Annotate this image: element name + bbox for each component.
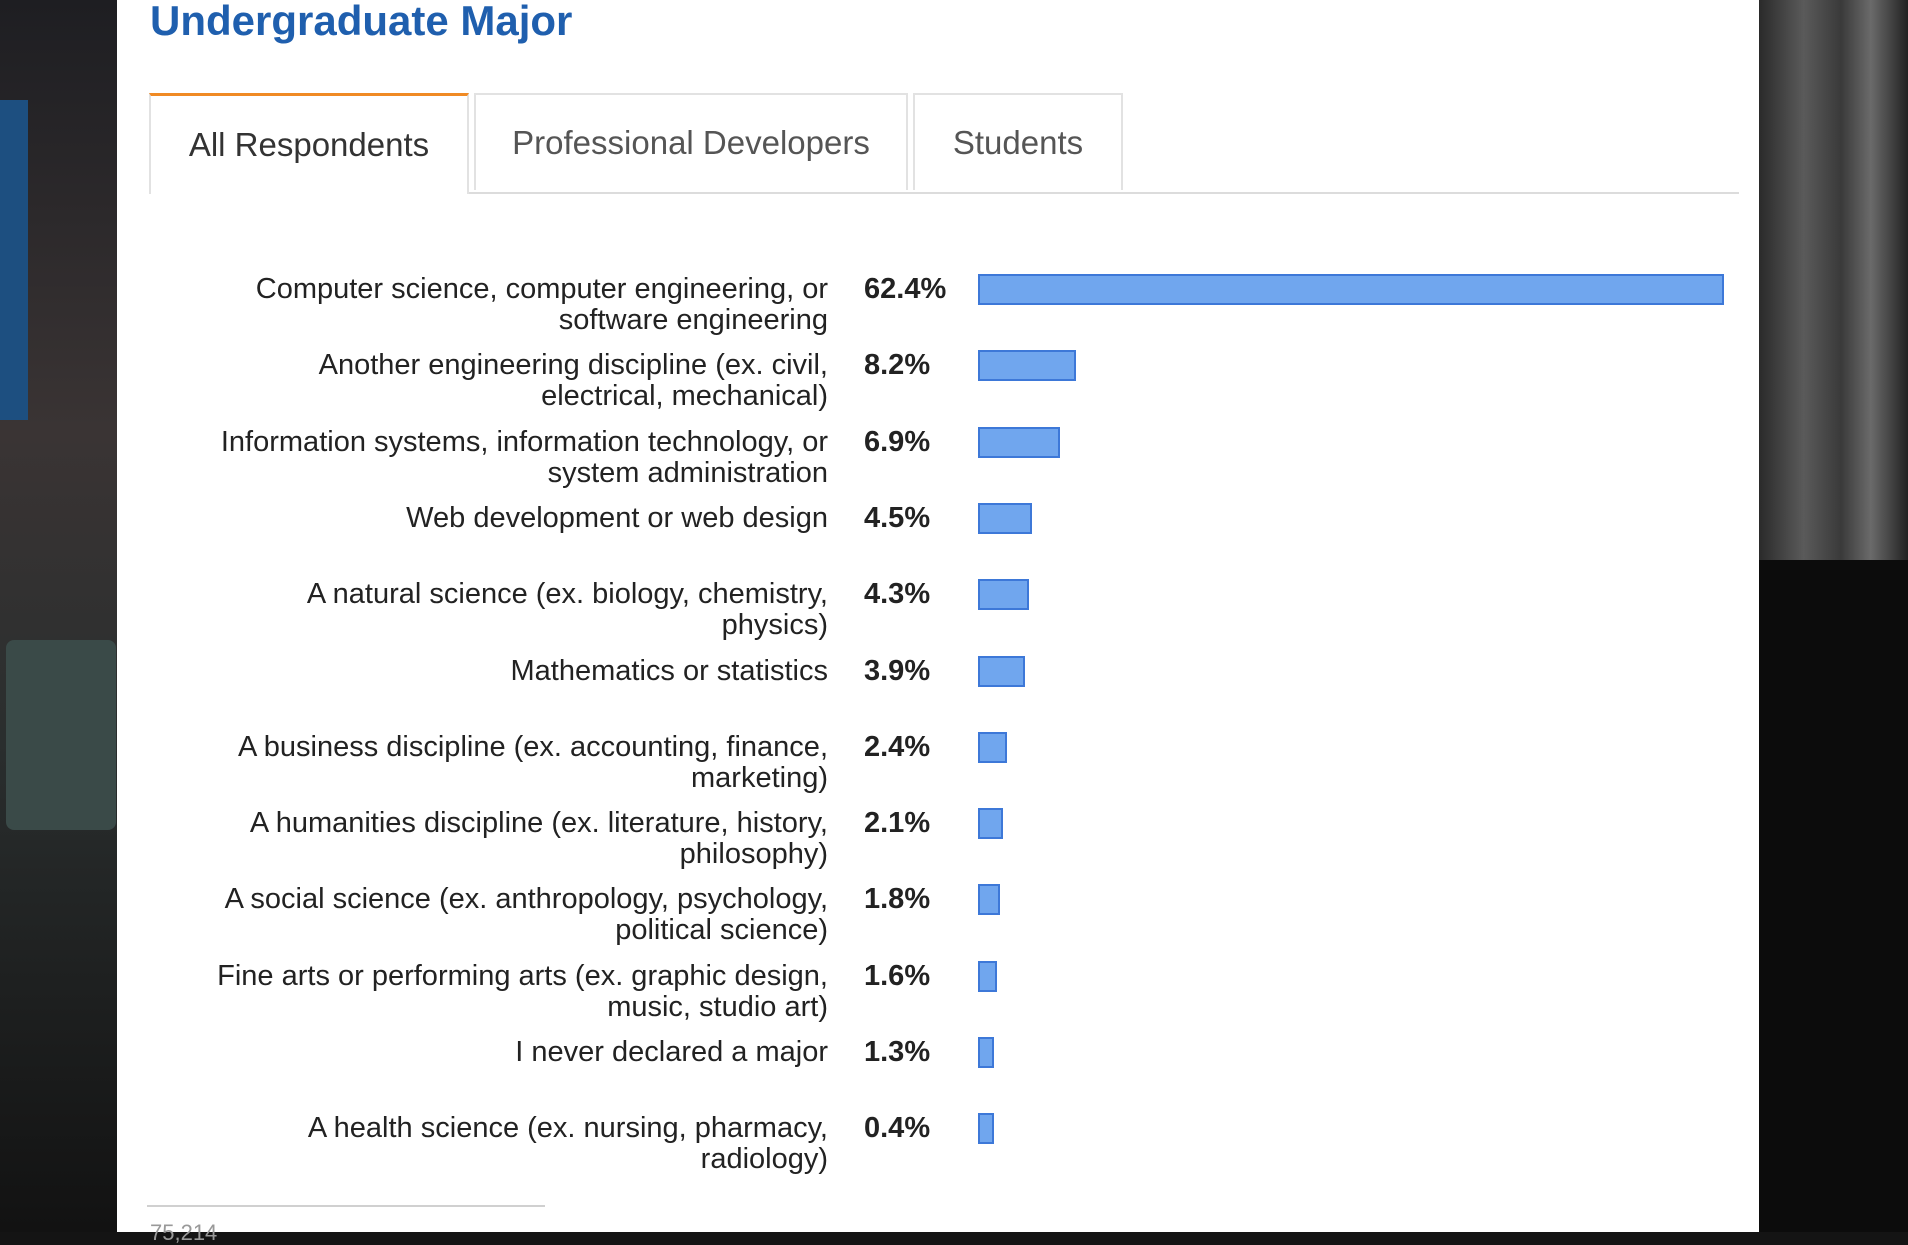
category-label: Another engineering discipline (ex. civi… [318, 349, 828, 413]
bar [978, 884, 1000, 916]
category-label: Web development or web design [406, 501, 828, 534]
bar [978, 731, 1007, 763]
tab-professional-developers[interactable]: Professional Developers [474, 93, 908, 190]
tab-students[interactable]: Students [913, 93, 1123, 190]
category-label: I never declared a major [515, 1036, 828, 1068]
respondent-tabs: All Respondents Professional Developers … [149, 93, 1739, 194]
background-left [0, 0, 117, 1232]
category-label: A natural science (ex. biology, chemistr… [306, 578, 828, 642]
value-label: 2.4% [864, 730, 931, 763]
bar [978, 960, 998, 992]
value-label: 4.3% [864, 578, 931, 611]
bar [978, 502, 1032, 534]
value-label: 1.6% [864, 959, 931, 992]
category-label: A social science (ex. anthropology, psyc… [224, 883, 828, 947]
background-pillow [6, 640, 116, 830]
category-label: A humanities discipline (ex. literature,… [249, 807, 828, 871]
background-blue-object [0, 100, 28, 420]
bar [978, 350, 1077, 382]
category-label: Information systems, information technol… [220, 425, 828, 489]
value-label: 62.4% [864, 273, 947, 305]
background-dark-area [1759, 560, 1908, 1232]
bar [978, 579, 1030, 611]
value-label: 3.9% [864, 654, 931, 687]
value-label: 1.8% [864, 883, 931, 916]
category-label: A health science (ex. nursing, pharmacy,… [307, 1112, 828, 1176]
respondent-count: 75,214 [150, 1220, 218, 1245]
category-label: Computer science, computer engineering, … [255, 273, 828, 336]
bar [978, 655, 1025, 687]
bar [978, 808, 1004, 840]
undergraduate-major-bar-chart: Computer science, computer engineering, … [117, 0, 1759, 1232]
tab-all-respondents[interactable]: All Respondents [149, 93, 469, 194]
page-title: Undergraduate Major [150, 0, 573, 44]
value-label: 2.1% [864, 807, 931, 840]
category-label: Mathematics or statistics [510, 654, 828, 687]
value-label: 1.3% [864, 1036, 931, 1068]
background-right-curtain [1759, 0, 1908, 1232]
bar [978, 426, 1061, 458]
value-label: 0.4% [864, 1112, 931, 1145]
bar [978, 274, 1724, 305]
bar [978, 1113, 994, 1145]
value-label: 8.2% [864, 349, 931, 382]
value-label: 4.5% [864, 501, 931, 534]
bar [978, 1037, 994, 1068]
value-label: 6.9% [864, 425, 931, 458]
category-label: A business discipline (ex. accounting, f… [237, 730, 828, 794]
survey-panel: Undergraduate Major All Respondents Prof… [117, 0, 1759, 1244]
footer-divider [147, 1205, 545, 1207]
tabs-baseline [149, 192, 1739, 194]
category-label: Fine arts or performing arts (ex. graphi… [217, 959, 828, 1023]
